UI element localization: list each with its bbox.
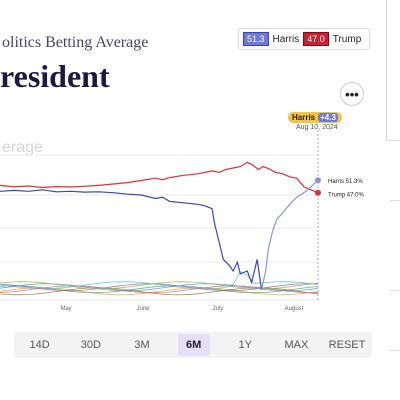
x-axis-ticks: May June July August [60,306,303,312]
series-line-harris [0,189,263,290]
side-panel-divider [386,140,400,141]
range-button-30d[interactable]: 30D [80,339,101,351]
line-chart[interactable]: erage Harris 51.3% Trump 47.0% May June Jul… [0,0,400,330]
range-button-6m[interactable]: 6M [177,334,210,356]
leader-badge-name: Harris [292,113,316,122]
leader-badge-delta: +4.3 [318,113,338,122]
trump-end-marker [315,189,321,196]
harris-end-label: Harris 51.3% [328,179,363,185]
time-range-selector: 14D 30D 3M 6M 1Y MAX RESET [14,332,372,358]
minor-series-group [0,271,319,296]
trump-end-label: Trump 47.0% [328,193,364,199]
range-button-max[interactable]: MAX [284,339,309,351]
side-panel-divider [390,350,400,351]
series-group [0,161,319,291]
legend-harris-label: Harris [272,33,300,45]
legend-trump-value: 47.0 [303,32,329,46]
chart-subtitle: olitics Betting Average [2,34,149,51]
x-tick-label: August [285,306,304,312]
side-panel-edge [386,0,400,400]
x-tick-label: May [60,306,71,312]
cursor-date-label: Aug 10, 2024 [296,124,338,131]
harris-end-marker [315,177,321,184]
leader-badge: Harris +4.3 [288,112,342,123]
range-button-reset[interactable]: RESET [328,339,366,351]
minor-series-line [0,271,319,290]
side-panel-divider [390,290,400,291]
side-panel-divider [386,0,387,140]
more-options-button[interactable]: ••• [340,82,364,106]
x-tick-label: July [213,306,224,312]
chart-legend: 51.3 Harris 47.0 Trump [238,28,370,50]
minor-series-line [0,281,319,290]
series-markers: Harris 51.3% Trump 47.0% [315,177,364,199]
legend-trump-label: Trump [332,33,362,45]
series-line-harris_recent [260,179,319,291]
legend-harris-value: 51.3 [243,32,269,46]
chart-watermark: erage [2,139,43,156]
page-title: resident [0,58,110,94]
x-tick-label: June [136,306,150,312]
range-button-14d[interactable]: 14D [29,339,50,351]
side-panel-divider [390,200,400,201]
range-button-3m[interactable]: 3M [134,339,150,351]
chart-gridlines [0,154,318,301]
range-button-1y[interactable]: 1Y [238,339,252,351]
series-line-trump [0,161,319,194]
minor-series-line [0,285,319,294]
